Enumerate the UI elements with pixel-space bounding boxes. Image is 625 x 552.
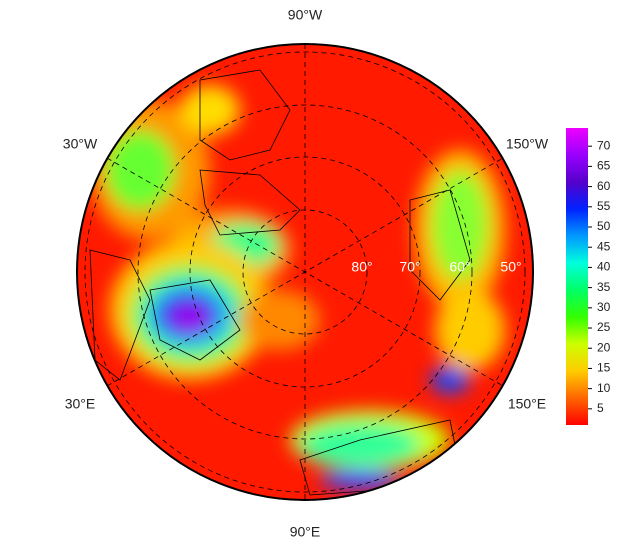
colorbar-tick-label: 25: [597, 320, 611, 334]
lat-label: 60°: [449, 259, 470, 275]
colorbar-tick-label: 30: [597, 300, 611, 314]
colorbar-tick-label: 45: [597, 239, 611, 253]
colorbar: [566, 128, 588, 425]
colorbar-tick-label: 20: [597, 340, 611, 354]
colorbar-tick-label: 60: [597, 179, 611, 193]
lon-label: 150°E: [508, 396, 546, 412]
colorbar-tick-label: 70: [597, 138, 611, 152]
colorbar-tick-label: 35: [597, 280, 611, 294]
lon-label: 30°E: [65, 396, 96, 412]
colorbar-tick-label: 40: [597, 260, 611, 274]
lat-label: 70°: [399, 259, 420, 275]
lon-label: 30°W: [63, 136, 98, 152]
colorbar-tick-label: 10: [597, 381, 611, 395]
map-border: [76, 43, 534, 501]
lon-label: 90°W: [288, 7, 323, 23]
lon-label: 90°E: [290, 524, 321, 540]
map-field: [77, 44, 533, 500]
lat-label: 50°: [500, 259, 521, 275]
colorbar-tick-label: 50: [597, 219, 611, 233]
lon-label: 150°W: [506, 136, 549, 152]
colorbar-tick-label: 55: [597, 199, 611, 213]
colorbar-tick-label: 5: [597, 401, 604, 415]
colorbar-tick-label: 15: [597, 361, 611, 375]
colorbar-tick-label: 65: [597, 159, 611, 173]
lat-label: 80°: [351, 259, 372, 275]
